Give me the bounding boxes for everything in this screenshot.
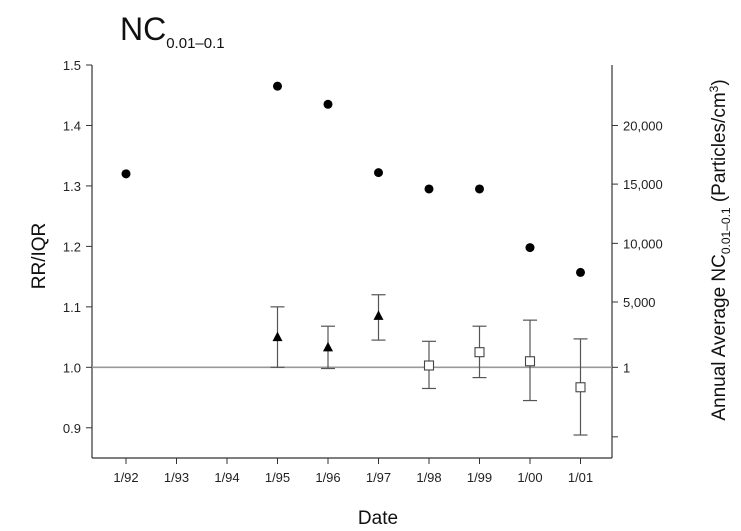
chart-title: NC0.01–0.1 <box>120 11 225 52</box>
data-point-circle <box>424 184 434 194</box>
y2-axis-title: Annual Average NC0.01–0.1 (Particles/cm3… <box>707 79 733 420</box>
y-tick-label: 1.2 <box>63 239 81 254</box>
chart-title-subscript: 0.01–0.1 <box>166 35 224 52</box>
data-point-square <box>474 347 485 358</box>
y2-tick-label: 5,000 <box>623 295 656 310</box>
tick-labels: 0.91.01.11.21.31.41.515,00010,00015,0002… <box>63 58 663 485</box>
y-tick-label: 1.1 <box>63 300 81 315</box>
x-tick-label: 1/98 <box>416 470 441 485</box>
y2-tick-label: 15,000 <box>623 177 663 192</box>
y-tick-label: 1.4 <box>63 118 81 133</box>
y-axis-title: RR/IQR <box>29 223 50 290</box>
y-tick-label: 1.0 <box>63 360 81 375</box>
data-point-square <box>575 382 586 393</box>
y2-axis-title-prefix: Annual Average NC <box>709 254 730 421</box>
y2-axis-title-subscript: 0.01–0.1 <box>719 207 733 254</box>
x-tick-label: 1/94 <box>214 470 239 485</box>
y2-tick-label: 20,000 <box>623 118 663 133</box>
y2-axis-title-unit: (Particles/cm <box>709 92 730 207</box>
axes <box>86 64 618 464</box>
data-marks <box>121 81 588 436</box>
data-point-triangle <box>272 331 283 342</box>
data-point-square <box>423 360 435 371</box>
x-tick-label: 1/00 <box>517 470 542 485</box>
y-tick-label: 1.3 <box>63 179 81 194</box>
x-axis-title: Date <box>358 508 398 529</box>
data-point-circle <box>323 99 333 109</box>
data-point-square <box>524 356 536 367</box>
x-tick-label: 1/95 <box>265 470 290 485</box>
data-point-circle <box>273 81 282 91</box>
x-tick-label: 1/92 <box>113 470 138 485</box>
chart-title-main: NC <box>120 11 166 47</box>
y2-axis-title-unit-superscript: 3 <box>707 85 721 92</box>
y2-axis-title-unit-close: ) <box>709 79 730 85</box>
y2-tick-label: 1 <box>623 360 630 375</box>
y-tick-label: 0.9 <box>63 421 81 436</box>
x-tick-label: 1/96 <box>315 470 340 485</box>
data-point-circle <box>374 168 383 178</box>
data-point-triangle <box>323 341 333 352</box>
y2-tick-label: 10,000 <box>623 236 663 251</box>
data-point-circle <box>121 169 131 179</box>
x-tick-label: 1/01 <box>568 470 593 485</box>
y-tick-label: 1.5 <box>63 58 81 73</box>
data-point-circle <box>525 243 535 253</box>
x-tick-label: 1/97 <box>366 470 391 485</box>
x-tick-label: 1/99 <box>467 470 492 485</box>
data-point-circle <box>475 184 484 194</box>
data-point-circle <box>576 267 585 277</box>
data-point-triangle <box>373 310 384 320</box>
x-tick-label: 1/93 <box>164 470 189 485</box>
